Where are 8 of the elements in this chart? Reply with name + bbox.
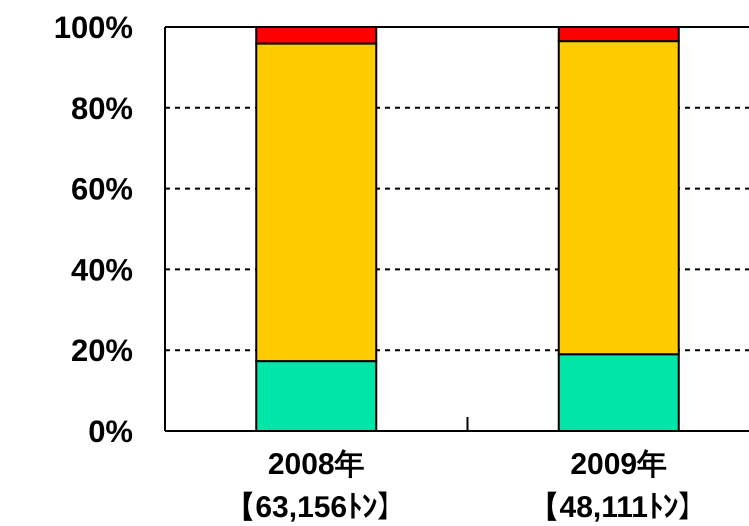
y-tick-label: 60% bbox=[70, 172, 133, 207]
x-tick-label: 2009年【48,111ﾄﾝ】 bbox=[528, 447, 709, 526]
y-tick-label: 80% bbox=[70, 90, 133, 126]
y-tick-label: 0% bbox=[88, 414, 133, 449]
y-tick-label: 40% bbox=[70, 252, 133, 288]
x-tick-label: 2008年【63,156ﾄﾝ】 bbox=[224, 447, 408, 526]
y-tick-label: 20% bbox=[70, 333, 133, 368]
y-tick-label: 100% bbox=[54, 10, 133, 45]
